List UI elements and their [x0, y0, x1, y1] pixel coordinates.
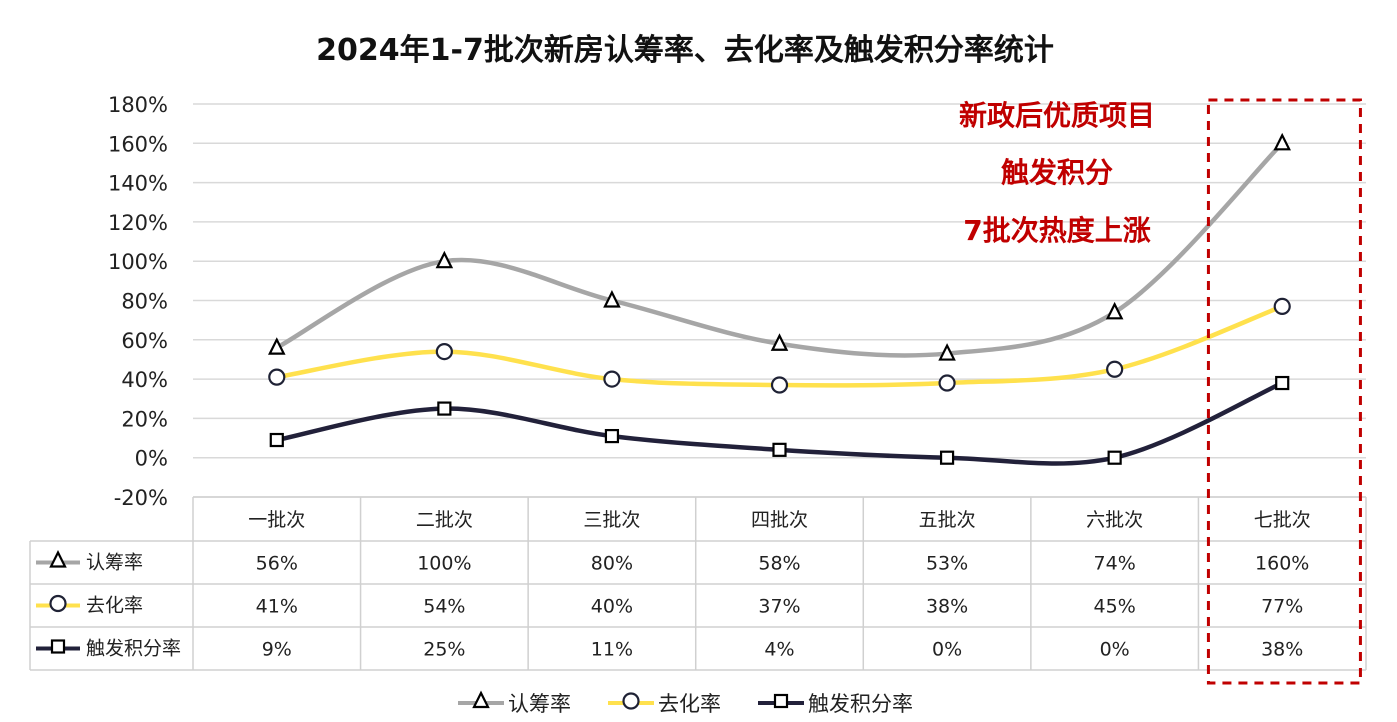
data-point	[604, 428, 620, 444]
y-tick-label: 120%	[108, 211, 168, 235]
row-key-marker	[49, 594, 67, 613]
data-label: 0%	[1100, 639, 1130, 661]
data-point	[1105, 301, 1124, 320]
data-label: 160%	[1255, 553, 1309, 575]
row-key-marker	[49, 550, 67, 568]
data-point	[939, 450, 955, 465]
data-point	[938, 343, 956, 361]
data-label: 77%	[1261, 596, 1303, 618]
legend-marker	[622, 692, 640, 710]
legend-label: 认筹率	[508, 692, 571, 716]
legend-marker	[773, 693, 789, 709]
data-point	[938, 374, 956, 392]
y-tick-label: 40%	[121, 368, 168, 392]
data-point	[1273, 132, 1291, 151]
category-label: 四批次	[751, 509, 808, 531]
data-label: 11%	[591, 639, 633, 661]
data-point	[772, 442, 787, 457]
data-label: 41%	[256, 596, 298, 618]
legend-label: 去化率	[658, 692, 721, 716]
row-label: 去化率	[86, 595, 143, 617]
y-tick-label: -20%	[114, 486, 168, 510]
data-label: 100%	[417, 553, 471, 575]
category-label: 一批次	[248, 509, 305, 531]
row-label: 触发积分率	[86, 638, 181, 660]
row-key-marker	[50, 639, 66, 654]
data-label: 80%	[591, 553, 633, 575]
data-point	[435, 250, 454, 269]
data-label: 54%	[423, 596, 465, 618]
data-point	[770, 333, 789, 351]
data-point	[268, 368, 286, 386]
y-tick-label: 60%	[121, 329, 168, 353]
annotation-text: 新政后优质项目	[959, 99, 1155, 132]
data-point	[603, 370, 621, 388]
data-point	[1107, 450, 1122, 465]
legend: 认筹率 去化率 触发积分率	[458, 690, 913, 716]
data-label: 37%	[758, 596, 800, 618]
data-label: 38%	[1261, 639, 1303, 661]
data-label: 40%	[591, 596, 633, 618]
data-label: 56%	[256, 553, 298, 575]
y-tick-label: 20%	[121, 407, 168, 431]
annotation-text: 触发积分	[1001, 156, 1113, 189]
data-point	[437, 401, 452, 416]
row-label: 认筹率	[86, 552, 143, 574]
data-point	[435, 342, 453, 361]
legend-marker	[472, 690, 490, 709]
data-point	[603, 290, 621, 308]
grid	[193, 103, 1366, 498]
data-label: 9%	[262, 639, 292, 661]
data-label: 74%	[1094, 553, 1136, 575]
data-point	[269, 432, 284, 448]
series-line-1	[274, 141, 1285, 358]
y-tick-label: 160%	[108, 132, 168, 156]
data-point	[770, 376, 789, 394]
data-point	[1273, 297, 1291, 315]
y-tick-label: 0%	[135, 447, 168, 471]
data-label: 45%	[1094, 596, 1136, 618]
data-label: 25%	[423, 639, 465, 661]
data-point	[1106, 360, 1124, 378]
data-label: 4%	[764, 639, 794, 661]
legend-label: 触发积分率	[808, 692, 913, 716]
annotation-text: 7批次热度上涨	[963, 214, 1150, 247]
category-label: 六批次	[1086, 509, 1143, 531]
category-label: 五批次	[919, 509, 976, 531]
category-label: 三批次	[583, 509, 640, 531]
data-point	[268, 337, 286, 355]
series-lines	[274, 141, 1285, 466]
data-label: 38%	[926, 596, 968, 618]
chart-title: 2024年1-7批次新房认筹率、去化率及触发积分率统计	[316, 33, 1054, 68]
y-tick-label: 80%	[121, 290, 168, 314]
y-tick-label: 140%	[108, 172, 168, 196]
data-label: 53%	[926, 553, 968, 575]
category-label: 二批次	[416, 509, 473, 531]
category-label: 七批次	[1254, 509, 1311, 531]
data-point	[1275, 375, 1290, 391]
y-tick-label: 180%	[108, 93, 168, 117]
data-label: 58%	[758, 553, 800, 575]
data-label: 0%	[932, 639, 962, 661]
y-tick-label: 100%	[108, 250, 168, 274]
series-markers	[268, 132, 1291, 465]
y-axis: -20% 0% 20% 40% 60% 80% 100% 120% 140% 160% 180%	[108, 93, 168, 510]
